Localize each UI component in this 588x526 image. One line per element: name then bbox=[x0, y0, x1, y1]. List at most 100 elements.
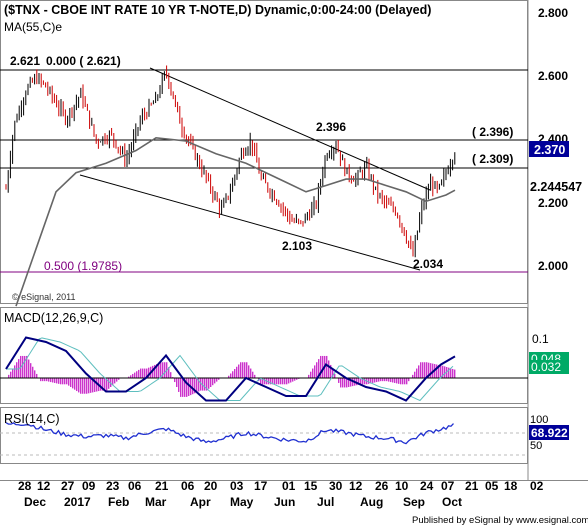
macd-histogram-bar bbox=[294, 378, 296, 381]
macd-histogram-bar bbox=[368, 378, 370, 384]
macd-histogram-bar bbox=[92, 378, 94, 393]
macd-histogram-bar bbox=[86, 378, 88, 394]
macd-histogram-bar bbox=[364, 378, 366, 385]
label-level-2309: ( 2.309) bbox=[472, 152, 513, 166]
macd-histogram-bar bbox=[250, 368, 252, 378]
month-tick: Feb bbox=[108, 495, 129, 509]
macd-histogram-bar bbox=[340, 378, 342, 388]
macd-histogram-bar bbox=[242, 362, 244, 378]
macd-histogram-bar bbox=[236, 366, 238, 378]
macd-histogram-bar bbox=[130, 375, 132, 378]
day-tick: 12 bbox=[349, 479, 363, 493]
macd-histogram-bar bbox=[204, 378, 206, 391]
macd-histogram-bar bbox=[388, 378, 390, 382]
macd-histogram-bar bbox=[286, 378, 288, 385]
macd-histogram-bar bbox=[108, 378, 110, 389]
macd-histogram-bar bbox=[450, 368, 452, 378]
macd-histogram-bar bbox=[254, 374, 256, 378]
macd-histogram-bar bbox=[430, 363, 432, 378]
macd-histogram-bar bbox=[284, 378, 286, 385]
month-tick: 2017 bbox=[64, 495, 91, 509]
day-tick: 24 bbox=[420, 479, 434, 493]
macd-histogram-bar bbox=[34, 370, 36, 378]
macd-histogram-bar bbox=[428, 362, 430, 378]
macd-histogram-bar bbox=[40, 378, 42, 382]
label-point-2396: 2.396 bbox=[316, 120, 346, 134]
label-high: 2.621 bbox=[10, 54, 40, 68]
macd-histogram-bar bbox=[440, 365, 442, 378]
macd-histogram-bar bbox=[62, 378, 64, 385]
macd-histogram-bar bbox=[394, 378, 396, 383]
month-tick: Dec bbox=[24, 495, 46, 509]
macd-histogram-bar bbox=[116, 378, 118, 382]
macd-histogram-bar bbox=[154, 364, 156, 378]
macd-histogram-bar bbox=[88, 378, 90, 394]
macd-histogram-bar bbox=[308, 374, 310, 378]
day-tick: 21 bbox=[155, 479, 169, 493]
macd-histogram-bar bbox=[182, 378, 184, 397]
macd-histogram-bar bbox=[180, 378, 182, 397]
macd-histogram-bar bbox=[370, 378, 372, 384]
macd-histogram-bar bbox=[186, 378, 188, 397]
macd-histogram-bar bbox=[196, 378, 198, 393]
macd-histogram-bar bbox=[68, 378, 70, 386]
macd-histogram-bar bbox=[162, 362, 164, 378]
rsi-panel[interactable] bbox=[0, 407, 528, 464]
month-tick: Mar bbox=[145, 495, 167, 509]
macd-histogram-bar bbox=[90, 378, 92, 393]
macd-histogram-bar bbox=[412, 374, 414, 378]
macd-histogram-bar bbox=[214, 378, 216, 384]
day-tick: 01 bbox=[282, 479, 296, 493]
macd-histogram-bar bbox=[436, 364, 438, 378]
day-tick: 20 bbox=[204, 479, 218, 493]
macd-histogram-bar bbox=[114, 378, 116, 384]
macd-histogram-bar bbox=[24, 355, 26, 378]
price-tick: 2.600 bbox=[538, 69, 568, 83]
macd-histogram-bar bbox=[84, 378, 86, 394]
rsi-label: RSI(14,C) bbox=[4, 412, 60, 426]
day-tick: 02 bbox=[530, 479, 544, 493]
macd-histogram-bar bbox=[448, 367, 450, 378]
macd-histogram-bar bbox=[46, 378, 48, 382]
macd-histogram-bar bbox=[206, 378, 208, 391]
macd-histogram-bar bbox=[160, 362, 162, 378]
macd-histogram-bar bbox=[338, 378, 340, 383]
macd-histogram-bar bbox=[274, 378, 276, 385]
macd-histogram-bar bbox=[10, 371, 12, 378]
macd-histogram-bar bbox=[362, 378, 364, 385]
macd-histogram-bar bbox=[416, 368, 418, 378]
macd-histogram-bar bbox=[350, 378, 352, 387]
day-tick: 30 bbox=[329, 479, 343, 493]
macd-histogram-bar bbox=[374, 378, 376, 383]
price-axis: 2.800 2.600 2.400 2.200 2.000 bbox=[538, 6, 568, 273]
macd-histogram-bar bbox=[192, 378, 194, 395]
macd-histogram-bar bbox=[44, 378, 46, 382]
macd-histogram-bar bbox=[72, 378, 74, 389]
macd-histogram-bar bbox=[314, 365, 316, 378]
macd-histogram-bar bbox=[390, 378, 392, 383]
macd-histogram-bar bbox=[348, 378, 350, 387]
rsi-tick-50: 50 bbox=[530, 440, 542, 452]
macd-value-2: 0.032 bbox=[531, 360, 561, 374]
macd-histogram-bar bbox=[408, 378, 410, 382]
macd-histogram-bar bbox=[396, 378, 398, 384]
macd-histogram-bar bbox=[146, 368, 148, 378]
macd-histogram-bar bbox=[42, 378, 44, 382]
macd-histogram-bar bbox=[66, 378, 68, 385]
price-tick: 2.000 bbox=[538, 259, 568, 273]
macd-histogram-bar bbox=[74, 378, 76, 390]
macd-histogram-bar bbox=[80, 378, 82, 394]
macd-histogram-bar bbox=[272, 378, 274, 385]
macd-histogram-bar bbox=[184, 378, 186, 397]
macd-histogram-bar bbox=[112, 378, 114, 386]
macd-histogram-bar bbox=[344, 378, 346, 388]
day-tick: 06 bbox=[181, 479, 195, 493]
macd-histogram-bar bbox=[30, 363, 32, 378]
macd-histogram-bar bbox=[174, 378, 176, 383]
price-panel[interactable] bbox=[0, 0, 528, 304]
macd-histogram-bar bbox=[60, 378, 62, 385]
macd-histogram-bar bbox=[438, 364, 440, 378]
macd-histogram-bar bbox=[310, 371, 312, 378]
day-tick: 10 bbox=[395, 479, 409, 493]
macd-histogram-bar bbox=[260, 378, 262, 385]
